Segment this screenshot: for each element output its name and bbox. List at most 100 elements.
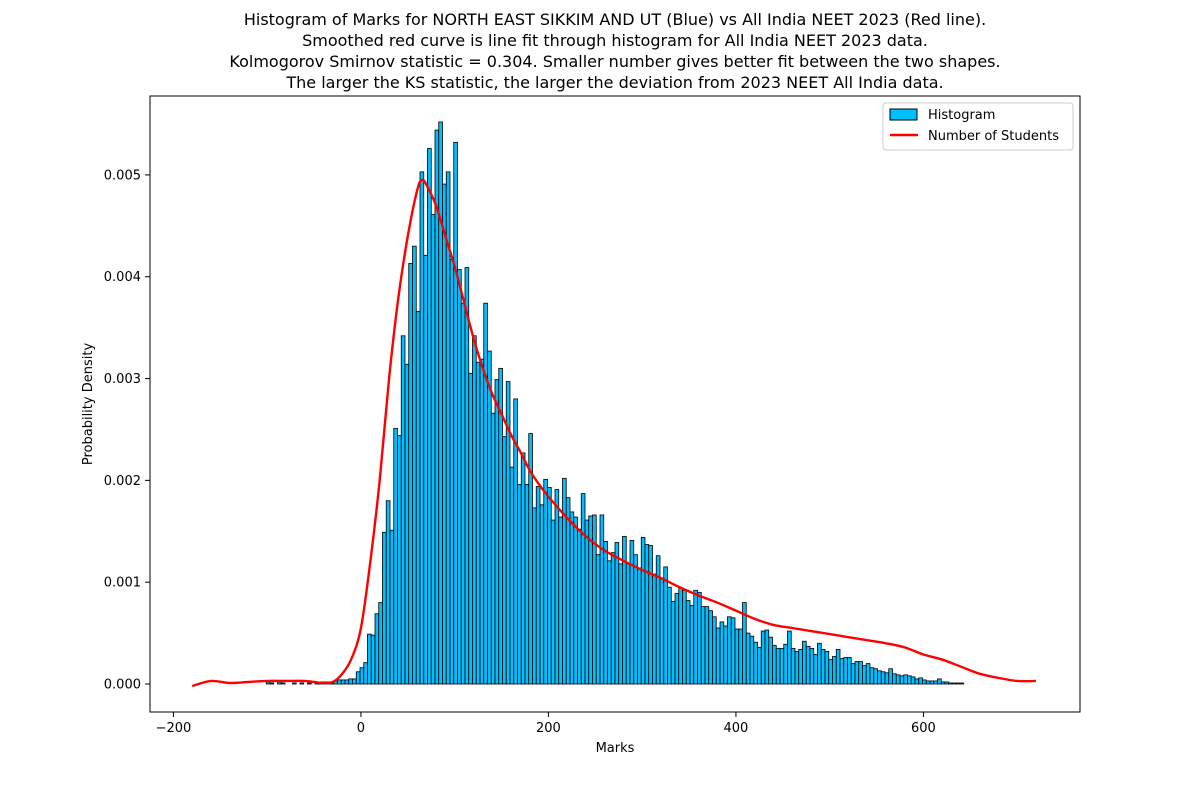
x-tick-label: 600 [911, 721, 936, 736]
histogram-bar [595, 554, 601, 685]
histogram-bar [299, 682, 305, 685]
histogram-bar [539, 504, 545, 685]
histogram-bar [532, 507, 537, 685]
histogram-bar [948, 682, 953, 685]
title-line: Histogram of Marks for NORTH EAST SIKKIM… [244, 10, 986, 29]
x-tick-label: 0 [357, 721, 365, 736]
histogram-bar [682, 589, 687, 685]
histogram-bar [689, 605, 695, 685]
histogram-bar [835, 648, 841, 685]
histogram-bar [802, 640, 807, 685]
y-tick-label: 0.002 [104, 474, 141, 489]
histogram-bar [340, 679, 346, 685]
histogram-bar [858, 661, 863, 685]
histogram-bar [854, 661, 860, 685]
histogram-bar [907, 675, 912, 685]
histogram-bar [903, 674, 908, 685]
histogram-bar [385, 500, 391, 685]
histogram-bar [832, 656, 837, 685]
histogram-bar [517, 484, 522, 685]
histogram-bar [442, 183, 447, 685]
histogram-bar [577, 528, 582, 685]
histogram-bars [265, 121, 965, 685]
histogram-bar [667, 586, 672, 685]
histogram-bar [775, 647, 781, 685]
histogram-bar [937, 678, 942, 685]
histogram-bar [828, 659, 833, 685]
title-line: The larger the KS statistic, the larger … [285, 73, 943, 92]
histogram-bar [869, 667, 875, 685]
histogram-bar [280, 682, 286, 685]
histogram-bar [543, 478, 548, 685]
histogram-bar [944, 681, 950, 685]
histogram-bar [708, 610, 713, 685]
histogram-bar [753, 641, 758, 685]
histogram-bar [292, 682, 297, 685]
histogram-bar [415, 310, 421, 685]
histogram-bar [764, 629, 770, 685]
histogram-bar [910, 676, 916, 685]
histogram-bar [877, 670, 882, 685]
histogram-bar [562, 477, 567, 685]
histogram-bar [850, 663, 856, 685]
histogram-bar [382, 531, 387, 685]
histogram-bar [738, 628, 743, 685]
histogram-bar [629, 540, 635, 685]
x-tick-label: −200 [156, 721, 192, 736]
histogram-bar [625, 563, 631, 685]
histogram-bar [685, 600, 691, 685]
histogram-bar [787, 630, 792, 685]
histogram-bar [899, 675, 905, 685]
histogram-bar [772, 644, 777, 685]
histogram-bar [468, 373, 473, 685]
histogram-bar [817, 642, 822, 685]
x-axis: −200 0 200 400 600 [156, 712, 936, 736]
histogram-bar [865, 663, 871, 685]
histogram-bar [768, 636, 773, 685]
histogram-bar [847, 657, 852, 685]
histogram-bar [502, 436, 507, 685]
histogram-bar [880, 671, 886, 685]
histogram-bar [670, 601, 676, 685]
histogram-bar [423, 254, 428, 685]
histogram-bar [457, 269, 462, 685]
title-line: Smoothed red curve is line fit through h… [302, 31, 928, 50]
histogram-bar [678, 587, 683, 685]
histogram-bar [509, 466, 515, 685]
histogram-bar [355, 671, 361, 685]
legend: Histogram Number of Students [882, 102, 1074, 151]
histogram-bar [569, 511, 575, 685]
histogram-bar [922, 679, 927, 685]
histogram-bar [933, 680, 938, 685]
legend-box [882, 102, 1074, 151]
histogram-bar [430, 214, 436, 685]
histogram-bar [820, 648, 826, 685]
histogram-bar [862, 665, 867, 685]
histogram-bar [524, 484, 530, 685]
x-tick-label: 200 [536, 721, 561, 736]
histogram-bar [760, 630, 766, 685]
histogram-bar [955, 682, 961, 685]
histogram-bar [614, 542, 620, 685]
histogram-bar [535, 486, 541, 685]
histogram-bar [914, 678, 920, 685]
histogram-bar [723, 625, 728, 685]
histogram-bar [269, 682, 275, 685]
histogram-bar [490, 412, 496, 685]
histogram-bar [487, 350, 492, 685]
histogram-bar [550, 519, 556, 685]
y-tick-label: 0.003 [104, 372, 141, 387]
y-axis-label: Probability Density [81, 343, 96, 466]
histogram-bar [719, 621, 725, 685]
histogram-bar [404, 363, 410, 685]
histogram-bar [809, 647, 815, 685]
histogram-bar [370, 634, 376, 685]
histogram-bar [344, 679, 350, 685]
histogram-bar [607, 560, 612, 685]
histogram-bar [592, 514, 597, 685]
histogram-bar [565, 497, 571, 685]
histogram-bar [352, 678, 357, 685]
histogram-bar [603, 541, 608, 685]
histogram-bar [734, 628, 740, 685]
curve-line [191, 178, 1036, 688]
